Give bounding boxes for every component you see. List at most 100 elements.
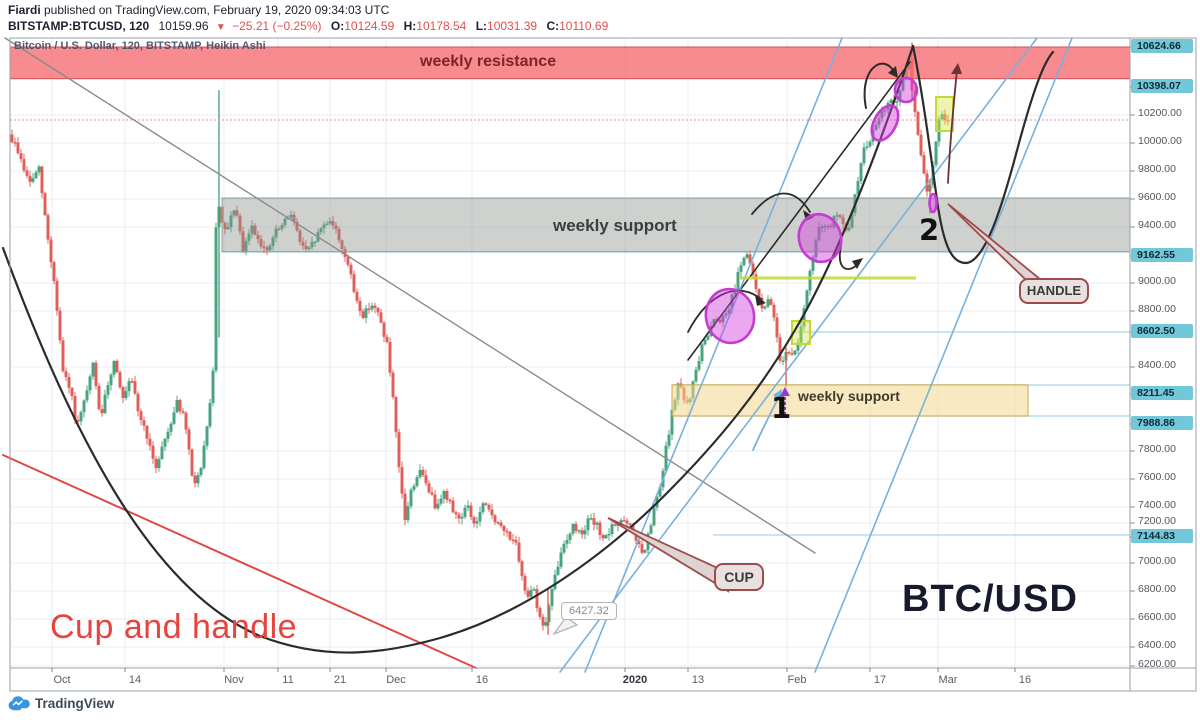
tradingview-footer[interactable]: TradingView (8, 696, 114, 711)
candle-body (82, 400, 86, 413)
price-axis[interactable]: 10624.66 10398.07 10200.00 10000.00 9800.00 9… (1130, 38, 1196, 670)
symbol-name: BITSTAMP:BTCUSD, 120 (8, 19, 150, 33)
candle-body (640, 544, 644, 553)
time-tick-label: Mar (938, 674, 958, 686)
arc-arrow-1 (687, 289, 762, 333)
rally-trendline (687, 61, 911, 361)
candle-body (106, 385, 110, 395)
candle-body (700, 344, 704, 362)
low-price-callout[interactable]: 6427.32 (561, 602, 617, 620)
candle-body (466, 505, 470, 508)
weekly-resistance-label[interactable]: weekly resistance (420, 53, 557, 70)
candle-body (490, 509, 494, 516)
candle-body (400, 467, 404, 494)
channel-blue-left (584, 37, 843, 673)
blue-arrow-1-head (773, 389, 782, 401)
candle-body (289, 214, 293, 218)
candle-body (823, 225, 827, 228)
candle-body (190, 449, 194, 476)
candle-body (670, 409, 674, 435)
candle-body (133, 381, 137, 394)
candle-body (436, 503, 440, 509)
candle-body (448, 499, 452, 502)
touch-point-2-label[interactable]: 2 (919, 213, 940, 247)
candle-body (895, 101, 899, 103)
candle-body (31, 178, 35, 182)
candle-body (721, 315, 725, 323)
cup-curve (1, 44, 915, 654)
candle-body (628, 523, 632, 525)
candle-body (382, 322, 386, 337)
candle-body (238, 215, 242, 232)
candle-body (856, 181, 860, 195)
candle-body (838, 215, 842, 218)
time-tick-label: 16 (475, 674, 489, 686)
candle-body (91, 362, 95, 377)
candle-body (859, 163, 863, 182)
candle-body (520, 561, 524, 577)
candle-body (169, 423, 173, 432)
magenta-circle-marker (893, 76, 919, 104)
candle-body (613, 524, 617, 526)
candle-body (559, 552, 563, 567)
candle-body (283, 218, 287, 226)
candle-body (46, 215, 50, 240)
price-tick-label: 7800.00 (1138, 443, 1176, 455)
candle-body (820, 226, 824, 228)
candle-body (922, 155, 926, 174)
price-level-tag: 8602.50 (1131, 324, 1193, 338)
candle-body (385, 336, 389, 343)
candle-body (727, 309, 731, 314)
candle-body (565, 539, 569, 544)
candle-body (862, 147, 866, 164)
candle-body (793, 350, 797, 355)
zone-weekly-support-1 (221, 197, 1131, 253)
candle-body (94, 362, 98, 387)
candle-body (751, 263, 755, 275)
candle-body (901, 77, 905, 91)
candle-body (184, 412, 188, 430)
open-label: O: (330, 19, 345, 33)
candle-body (10, 134, 14, 143)
time-tick-label: 13 (691, 674, 705, 686)
candle-body (22, 159, 26, 171)
candle-body (25, 170, 29, 176)
cup-callout[interactable]: CUP (714, 563, 764, 591)
hook-arrow-head (852, 258, 863, 269)
touch-point-1-label[interactable]: 1 (771, 391, 792, 425)
candle-body (160, 446, 164, 460)
candle-body (598, 522, 602, 536)
candle-body (139, 411, 143, 421)
candle-body (454, 512, 458, 515)
candle-body (409, 489, 413, 507)
candle-body (511, 539, 515, 541)
candle-body (769, 299, 773, 305)
price-level-tag: 7988.86 (1131, 416, 1193, 430)
candle-body (424, 475, 428, 484)
candle-body (946, 120, 950, 122)
candle-body (532, 589, 536, 591)
candle-body (703, 339, 707, 345)
candle-body (127, 381, 131, 392)
handle-callout[interactable]: HANDLE (1019, 278, 1089, 304)
time-axis[interactable]: Oct 14 Nov 11 21 Dec 16 2020 13 Feb 17 Mar 16 (10, 668, 1130, 692)
candle-body (916, 111, 920, 135)
weekly-support-yellow-label[interactable]: weekly support (798, 388, 900, 404)
time-tick-label: Dec (386, 674, 406, 686)
cup-and-handle-title[interactable]: Cup and handle (50, 608, 298, 646)
price-tick-label: 7600.00 (1138, 471, 1176, 483)
candle-body (52, 262, 56, 281)
candle-body (241, 231, 245, 253)
weekly-support-gray-label[interactable]: weekly support (553, 216, 677, 235)
pair-title[interactable]: BTC/USD (902, 578, 1078, 620)
candle-body (403, 493, 407, 521)
candle-body (175, 400, 179, 413)
candle-body (40, 166, 44, 194)
candle-body (415, 477, 419, 486)
candle-body (571, 524, 575, 534)
candle-body (595, 522, 599, 525)
candle-body (298, 230, 302, 242)
candle-body (388, 342, 392, 373)
candle-body (115, 360, 119, 373)
